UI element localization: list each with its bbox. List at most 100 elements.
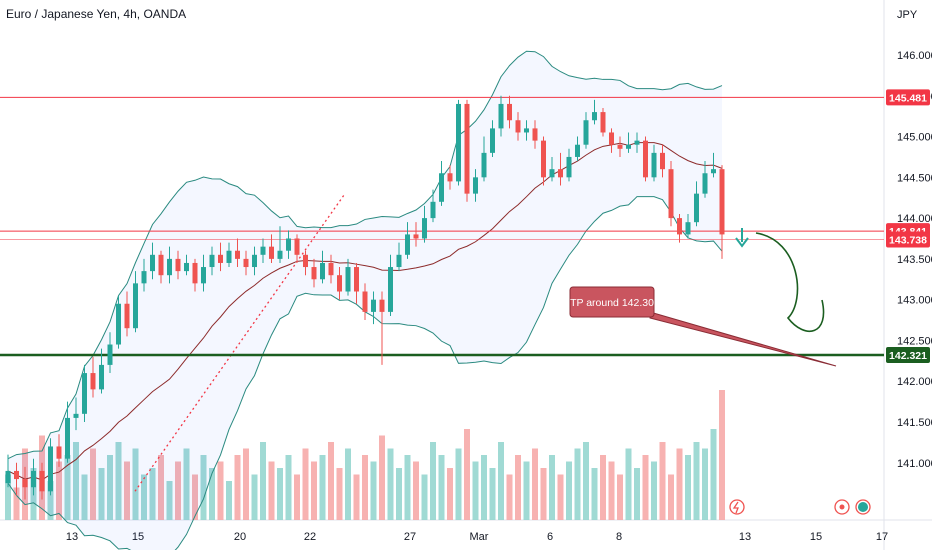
- price-tag: 143.738: [886, 231, 930, 248]
- candle-body: [439, 173, 444, 202]
- volume-bar: [583, 442, 589, 520]
- volume-bar: [107, 455, 113, 520]
- candle: [56, 434, 62, 467]
- x-tick-label: 22: [304, 531, 316, 543]
- volume-bar: [353, 474, 360, 520]
- x-tick-label: 15: [810, 531, 822, 543]
- candle-body: [269, 246, 274, 259]
- x-tick-label: 17: [876, 531, 888, 543]
- candle-body: [643, 140, 648, 178]
- record-icon: [834, 499, 850, 515]
- candle-body: [549, 169, 555, 178]
- volume-bar: [319, 455, 326, 520]
- candle: [124, 291, 130, 337]
- candle-body: [99, 364, 104, 390]
- candle-body: [235, 250, 240, 259]
- candle: [14, 462, 19, 496]
- lightning-icon-bolt: [732, 501, 739, 514]
- volume-bar: [396, 468, 402, 520]
- chart-title: Euro / Japanese Yen, 4h, OANDA: [6, 7, 187, 21]
- volume-bar: [336, 468, 343, 520]
- trendline-dotted: [134, 193, 346, 492]
- volume-bar: [192, 474, 198, 520]
- candle-body: [354, 267, 359, 292]
- candle-body: [464, 103, 470, 194]
- volume-bar: [260, 442, 266, 520]
- candle-body: [447, 173, 453, 182]
- price-tag: 142.321: [886, 347, 930, 364]
- volume-bar: [455, 448, 462, 520]
- candle: [439, 161, 444, 206]
- candle-body: [481, 152, 487, 178]
- y-tick-label: 145.000: [897, 132, 932, 144]
- candle-body: [626, 144, 631, 149]
- candle-body: [82, 373, 87, 414]
- candle: [532, 120, 538, 149]
- price-tag-bg: [886, 231, 930, 248]
- volume-bar: [5, 474, 11, 520]
- volume-bar: [158, 455, 164, 520]
- candle-body: [260, 246, 266, 255]
- volume-bar: [13, 487, 20, 520]
- volume-bar: [251, 474, 258, 520]
- candle-body: [677, 218, 682, 235]
- candle-body: [575, 144, 580, 157]
- candle-body: [532, 128, 538, 141]
- candle: [48, 438, 53, 496]
- candle: [260, 238, 266, 263]
- candle: [405, 222, 410, 259]
- candle: [252, 246, 257, 276]
- candle: [354, 262, 359, 304]
- volume-bar: [608, 461, 615, 520]
- candle: [269, 234, 274, 263]
- candle: [311, 258, 317, 288]
- x-tick-label: 27: [404, 531, 416, 543]
- callout-text: TP around 142.30: [570, 297, 654, 309]
- x-tick-label: 6: [547, 531, 553, 543]
- candle-body: [175, 258, 181, 272]
- target-icon-core: [858, 502, 868, 512]
- candle: [575, 136, 580, 162]
- candle: [422, 205, 427, 243]
- volume-bar: [209, 468, 215, 520]
- candle: [158, 250, 164, 284]
- candle-body: [303, 254, 308, 268]
- volume-bar: [515, 455, 521, 520]
- candle: [277, 226, 283, 263]
- candle-body: [362, 291, 368, 312]
- candle-body: [660, 152, 665, 170]
- candle-body: [498, 103, 504, 129]
- candle: [167, 246, 172, 284]
- volume-bar: [234, 455, 241, 520]
- candle-body: [541, 140, 546, 178]
- candle: [702, 161, 708, 198]
- price-tag-bg: [886, 347, 930, 364]
- candle: [430, 189, 436, 223]
- candle-body: [116, 303, 121, 345]
- candle: [141, 258, 147, 292]
- candle: [175, 250, 181, 280]
- y-tick-label: 142.000: [897, 376, 932, 388]
- candle: [634, 132, 640, 153]
- y-tick-label: 141.500: [897, 417, 932, 429]
- y-tick-label: 143.500: [897, 254, 932, 266]
- target-icon: [855, 499, 871, 515]
- volume-bar: [489, 468, 496, 520]
- candle-body: [566, 156, 572, 178]
- candle: [192, 258, 198, 292]
- candle: [320, 250, 325, 284]
- volume-bar: [719, 390, 725, 520]
- y-tick-label: 141.000: [897, 458, 932, 470]
- candle-body: [294, 238, 300, 255]
- volume-bar: [345, 448, 351, 520]
- candle-body: [277, 250, 283, 259]
- candle: [133, 271, 138, 333]
- volume-bar: [56, 461, 62, 520]
- candle: [473, 169, 478, 202]
- record-icon-dot: [839, 504, 845, 510]
- callout-pointer: [649, 311, 837, 367]
- candle-body: [685, 222, 691, 235]
- volume-bar: [438, 455, 445, 520]
